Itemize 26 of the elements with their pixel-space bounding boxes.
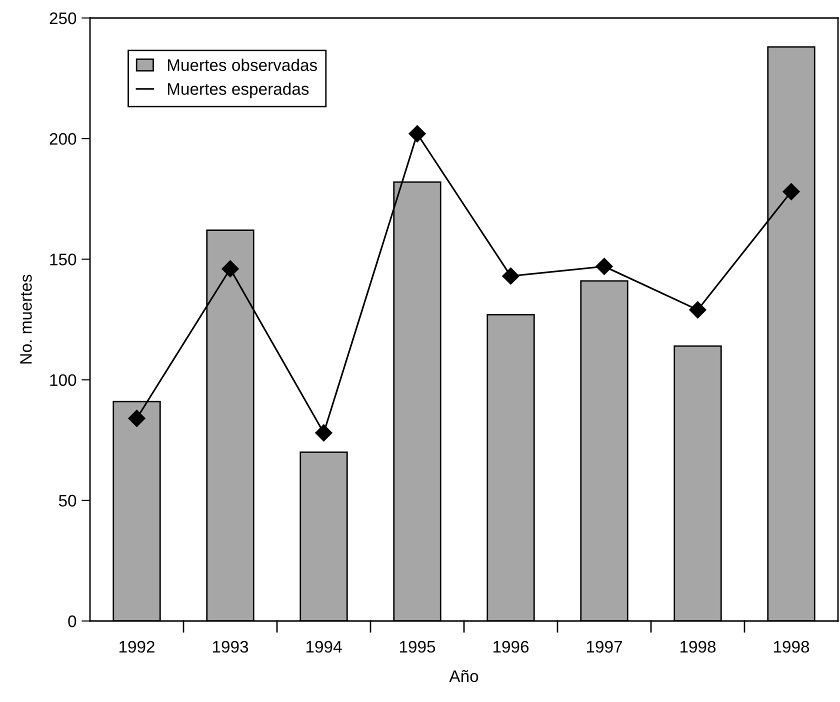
x-tick-label: 1998 (774, 640, 810, 653)
point (221, 260, 240, 278)
x-tick-label: 1994 (306, 640, 342, 653)
x-tick-label: 1997 (586, 640, 622, 653)
x-tick-label: 1993 (212, 640, 248, 653)
y-axis-title: No. muertes (20, 274, 32, 364)
point (314, 424, 333, 442)
x-axis-title: Año (449, 670, 478, 682)
legend-label: Muertes esperadas (168, 82, 309, 98)
x-tick-label: 1992 (119, 640, 154, 653)
y-tick-label: 50 (58, 494, 76, 507)
point (408, 124, 426, 143)
x-tick-label: 1995 (400, 640, 436, 653)
y-tick-label: 0 (68, 615, 76, 628)
y-tick-label: 200 (50, 133, 76, 145)
y-tick-label: 150 (50, 254, 76, 266)
point (688, 301, 707, 319)
point (595, 258, 614, 276)
legend-label: Muertes observadas (168, 58, 317, 72)
x-tick-label: 1998 (680, 640, 716, 653)
x-tick-label: 1996 (493, 640, 529, 653)
y-tick-label: 250 (50, 12, 76, 24)
point (502, 267, 520, 285)
point (128, 410, 146, 428)
point (782, 182, 800, 201)
y-tick-label: 100 (50, 374, 76, 386)
